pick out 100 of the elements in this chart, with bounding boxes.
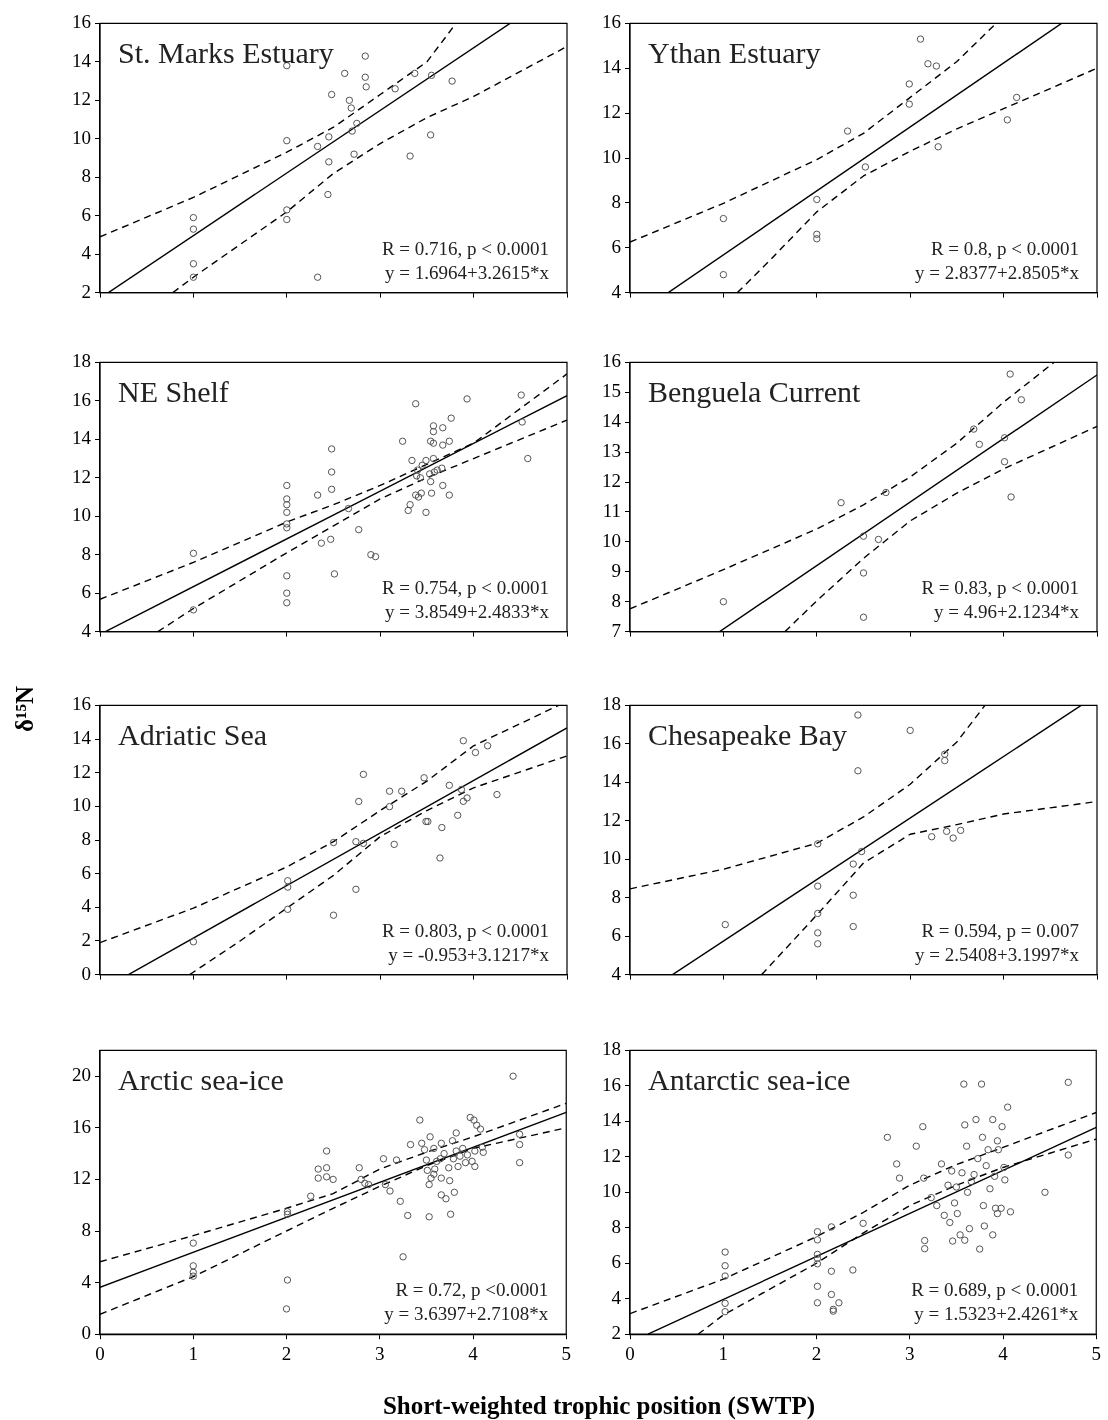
point xyxy=(283,206,291,214)
point xyxy=(329,838,338,847)
y-tick-label: 0 xyxy=(81,1322,91,1344)
y-tick-label: 6 xyxy=(81,581,91,603)
y-tick-label: 8 xyxy=(611,589,621,611)
point xyxy=(367,550,375,559)
point xyxy=(814,909,822,918)
point xyxy=(398,437,407,445)
y-tick-label: 20 xyxy=(72,1064,91,1086)
point xyxy=(361,73,369,81)
point xyxy=(189,213,198,222)
point xyxy=(463,395,471,403)
y-tick-label: 16 xyxy=(602,731,621,753)
point xyxy=(283,524,291,532)
point xyxy=(436,854,444,862)
point xyxy=(283,520,291,528)
annotation: R = 0.803, p < 0.0001 xyxy=(381,919,549,941)
y-tick-label: 18 xyxy=(72,350,91,372)
y-tick-label: 18 xyxy=(602,693,621,715)
point xyxy=(518,418,526,426)
y-tick-label: 9 xyxy=(611,559,621,581)
point xyxy=(313,273,322,281)
y-tick-label: 10 xyxy=(602,1180,621,1202)
point xyxy=(283,508,291,517)
point xyxy=(970,425,978,433)
y-tick-label: 4 xyxy=(81,242,92,264)
point xyxy=(429,422,438,430)
point xyxy=(397,787,406,795)
annotation: R = 0.83, p < 0.0001 xyxy=(921,576,1079,598)
annotation: y = -0.953+3.1217*x xyxy=(388,943,550,965)
point xyxy=(411,69,419,78)
annotation: R = 0.716, p < 0.0001 xyxy=(381,237,549,259)
chart-title: Chesapeake Bay xyxy=(648,718,848,752)
point xyxy=(391,85,399,93)
point xyxy=(493,790,501,799)
point xyxy=(189,606,198,614)
y-tick-label: 4 xyxy=(611,280,622,302)
point xyxy=(721,920,729,929)
x-tick-label: 3 xyxy=(375,1342,385,1364)
point xyxy=(1007,493,1015,501)
point xyxy=(942,827,951,836)
point xyxy=(283,589,291,597)
y-tick-label: 16 xyxy=(72,11,91,33)
point xyxy=(348,127,356,135)
point xyxy=(283,495,291,503)
point xyxy=(189,260,198,268)
point xyxy=(719,597,728,606)
y-tick-label: 6 xyxy=(611,235,621,257)
y-tick-label: 14 xyxy=(602,770,622,792)
x-tick-label: 4 xyxy=(998,1342,1009,1364)
point xyxy=(327,468,336,476)
y-tick-label: 16 xyxy=(72,693,91,715)
point xyxy=(859,532,868,540)
x-tick-label: 3 xyxy=(905,1342,915,1364)
point xyxy=(426,477,435,486)
point xyxy=(283,599,291,607)
point xyxy=(1012,93,1021,102)
point xyxy=(189,938,198,946)
point xyxy=(517,391,525,399)
point xyxy=(905,100,913,108)
y-tick-label: 8 xyxy=(81,165,91,187)
point xyxy=(849,891,857,899)
point xyxy=(906,726,914,735)
y-tick-label: 2 xyxy=(81,928,91,950)
point xyxy=(324,190,332,199)
x-tick-label: 4 xyxy=(468,1342,479,1364)
y-tick-label: 6 xyxy=(611,924,621,946)
y-tick-label: 14 xyxy=(72,427,92,449)
annotation: R = 0.689, p < 0.0001 xyxy=(911,1279,1079,1301)
y-tick-label: 8 xyxy=(81,542,91,564)
chart-title: Antarctic sea-ice xyxy=(648,1063,851,1097)
point xyxy=(427,489,436,497)
point xyxy=(941,756,949,765)
annotation: R = 0.8, p < 0.0001 xyxy=(930,237,1079,259)
point xyxy=(857,847,866,856)
point xyxy=(353,119,361,128)
point xyxy=(426,470,434,478)
x-tick-label: 1 xyxy=(188,1342,198,1364)
point xyxy=(327,90,336,99)
point xyxy=(350,150,358,158)
point xyxy=(411,491,420,499)
point xyxy=(447,414,455,422)
y-tick-label: 10 xyxy=(72,504,91,526)
point xyxy=(849,922,857,931)
y-tick-label: 8 xyxy=(81,1218,91,1240)
x-tick-label: 5 xyxy=(1091,1342,1101,1364)
point xyxy=(418,461,426,469)
point xyxy=(362,83,370,91)
point xyxy=(327,535,335,543)
point xyxy=(439,424,447,432)
point xyxy=(843,127,852,135)
point xyxy=(313,491,322,499)
y-tick-label: 10 xyxy=(602,145,621,167)
y-tick-label: 13 xyxy=(602,440,621,462)
x-tick-label: 1 xyxy=(718,1342,728,1364)
point xyxy=(385,802,394,811)
annotation: R = 0.72, p <0.0001 xyxy=(395,1279,549,1301)
point xyxy=(813,195,821,204)
point xyxy=(924,60,932,68)
point xyxy=(327,485,336,494)
